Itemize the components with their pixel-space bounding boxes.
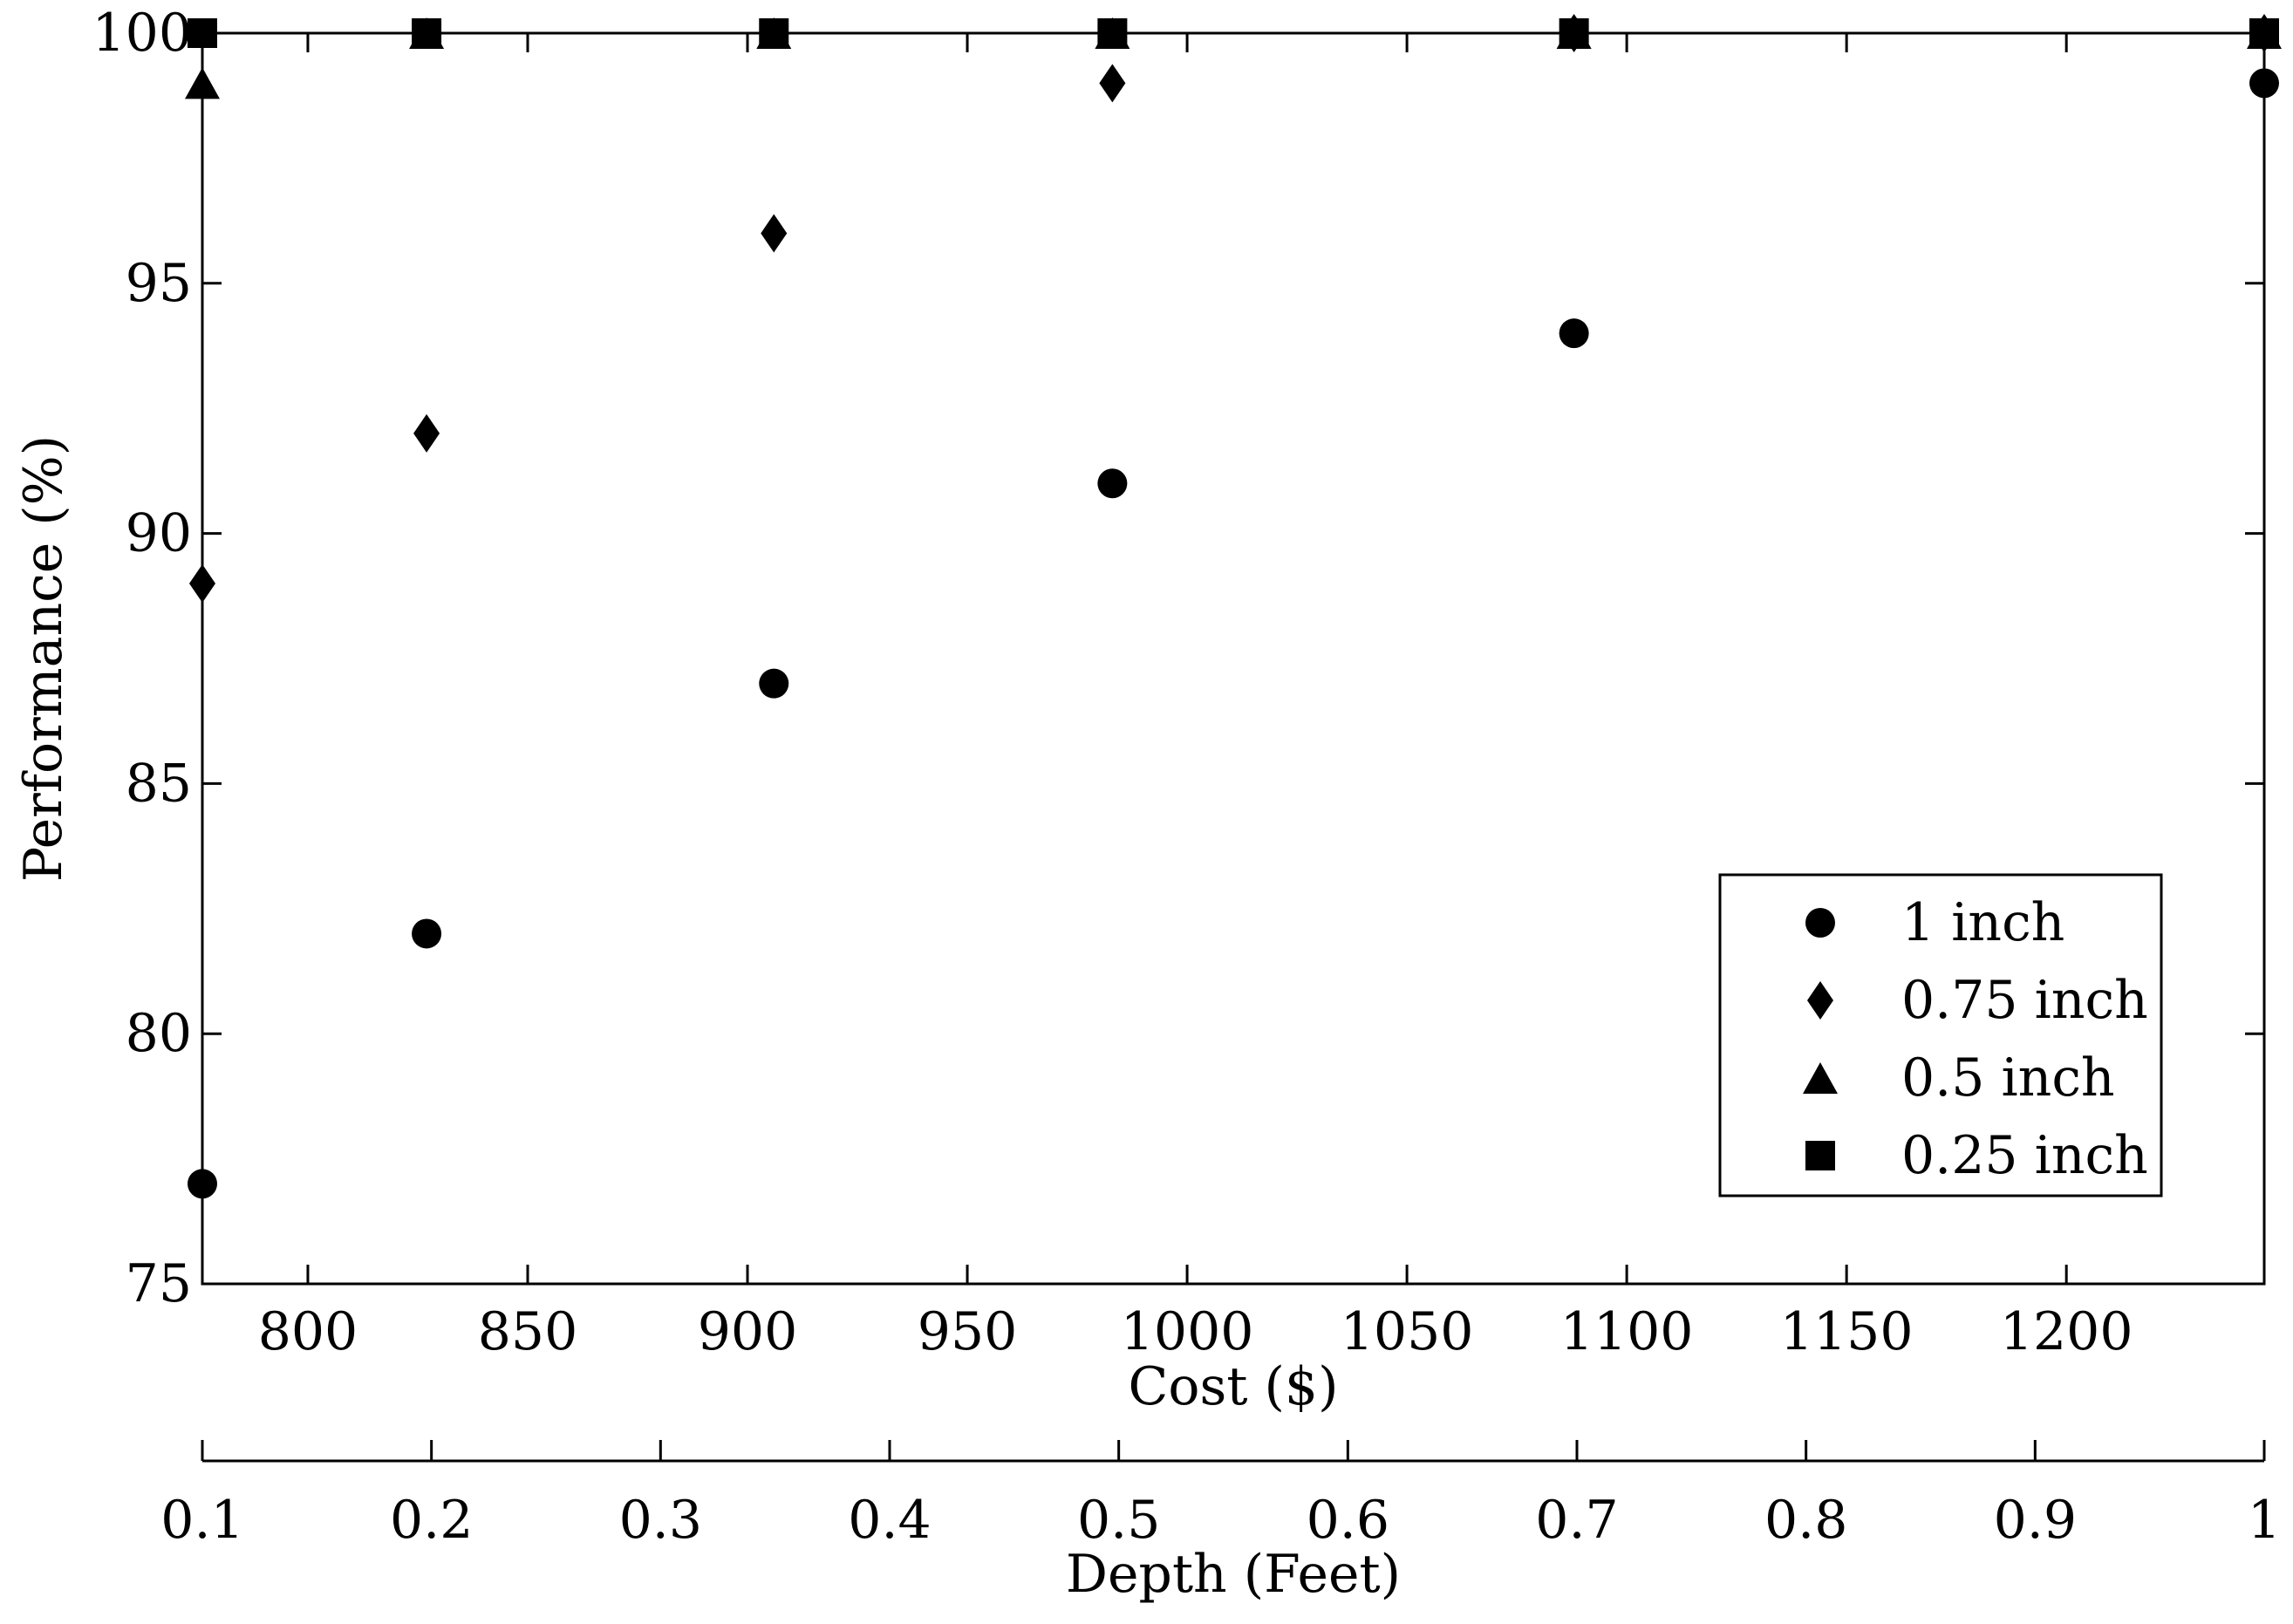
legend-label: 0.75 inch	[1901, 970, 2148, 1031]
y-tick-label: 85	[126, 753, 192, 814]
data-point-diamond	[189, 563, 215, 603]
x-tick-label: 950	[918, 1301, 1018, 1362]
secondary-x-tick-label: 0.5	[1077, 1490, 1160, 1551]
secondary-x-tick-label: 0.1	[160, 1490, 243, 1551]
data-point-diamond	[413, 413, 440, 453]
series-circle	[188, 68, 2279, 1199]
data-point-square	[188, 18, 217, 48]
x-tick-label: 1000	[1121, 1301, 1254, 1362]
x-tick-label: 800	[258, 1301, 358, 1362]
legend-marker-triangle	[1803, 1062, 1838, 1094]
data-point-circle	[1097, 468, 1128, 499]
y-axis-title: Performance (%)	[13, 435, 74, 882]
legend: 1 inch 0.75 inch 0.5 inch 0.25 inch	[1718, 873, 2163, 1198]
x-axis-ticks: 800 850 900 950 1000 1050 1100 1150 1200	[258, 33, 2133, 1362]
secondary-x-tick-label: 0.4	[848, 1490, 931, 1551]
x-axis-title: Cost ($)	[1129, 1356, 1339, 1417]
secondary-x-tick-label: 0.7	[1535, 1490, 1618, 1551]
secondary-x-tick-label: 0.3	[619, 1490, 702, 1551]
secondary-x-tick-label: 0.6	[1307, 1490, 1389, 1551]
x-tick-label: 1100	[1560, 1301, 1694, 1362]
data-point-square	[1097, 18, 1128, 48]
secondary-x-tick-label: 0.8	[1764, 1490, 1847, 1551]
data-point-circle	[759, 668, 789, 699]
data-point-circle	[188, 1169, 217, 1199]
data-point-diamond	[1099, 64, 1126, 103]
data-markers	[185, 14, 2282, 1199]
y-tick-label: 95	[126, 253, 192, 314]
legend-label: 0.5 inch	[1901, 1047, 2115, 1109]
y-tick-label: 100	[92, 3, 192, 64]
legend-label: 0.25 inch	[1901, 1125, 2148, 1186]
secondary-x-tick-label: 1	[2248, 1490, 2281, 1551]
legend-marker-square	[1805, 1141, 1835, 1170]
x-tick-label: 900	[698, 1301, 798, 1362]
x-tick-label: 1150	[1780, 1301, 1914, 1362]
series-square	[188, 18, 2279, 48]
data-point-circle	[1559, 318, 1589, 349]
y-tick-label: 90	[126, 503, 192, 564]
data-point-square	[1559, 18, 1589, 48]
x-tick-label: 850	[478, 1301, 578, 1362]
legend-marker-circle	[1805, 908, 1835, 938]
legend-label: 1 inch	[1901, 892, 2064, 953]
secondary-x-tick-label: 0.2	[390, 1490, 473, 1551]
data-point-diamond	[761, 214, 788, 253]
legend-box	[1718, 873, 2163, 1198]
x-tick-label: 1050	[1341, 1301, 1474, 1362]
data-point-square	[2249, 18, 2279, 48]
data-point-triangle	[185, 67, 220, 99]
data-point-circle	[412, 918, 442, 949]
secondary-x-axis: 0.1 0.2 0.3 0.4 0.5 0.6 0.7 0.8 0.9 1	[160, 1440, 2281, 1551]
y-tick-label: 80	[126, 1003, 192, 1064]
y-tick-label: 75	[126, 1253, 192, 1314]
data-point-circle	[2249, 68, 2279, 99]
data-point-square	[759, 18, 789, 48]
y-axis-ticks: 75 80 85 90 95 100	[92, 3, 2264, 1314]
secondary-x-axis-title: Depth (Feet)	[1066, 1544, 1401, 1605]
secondary-x-tick-label: 0.9	[1994, 1490, 2077, 1551]
x-tick-label: 1200	[2000, 1301, 2133, 1362]
plot-area-frame	[201, 31, 2266, 1286]
legend-marker-diamond	[1807, 981, 1833, 1020]
data-point-square	[412, 18, 442, 48]
